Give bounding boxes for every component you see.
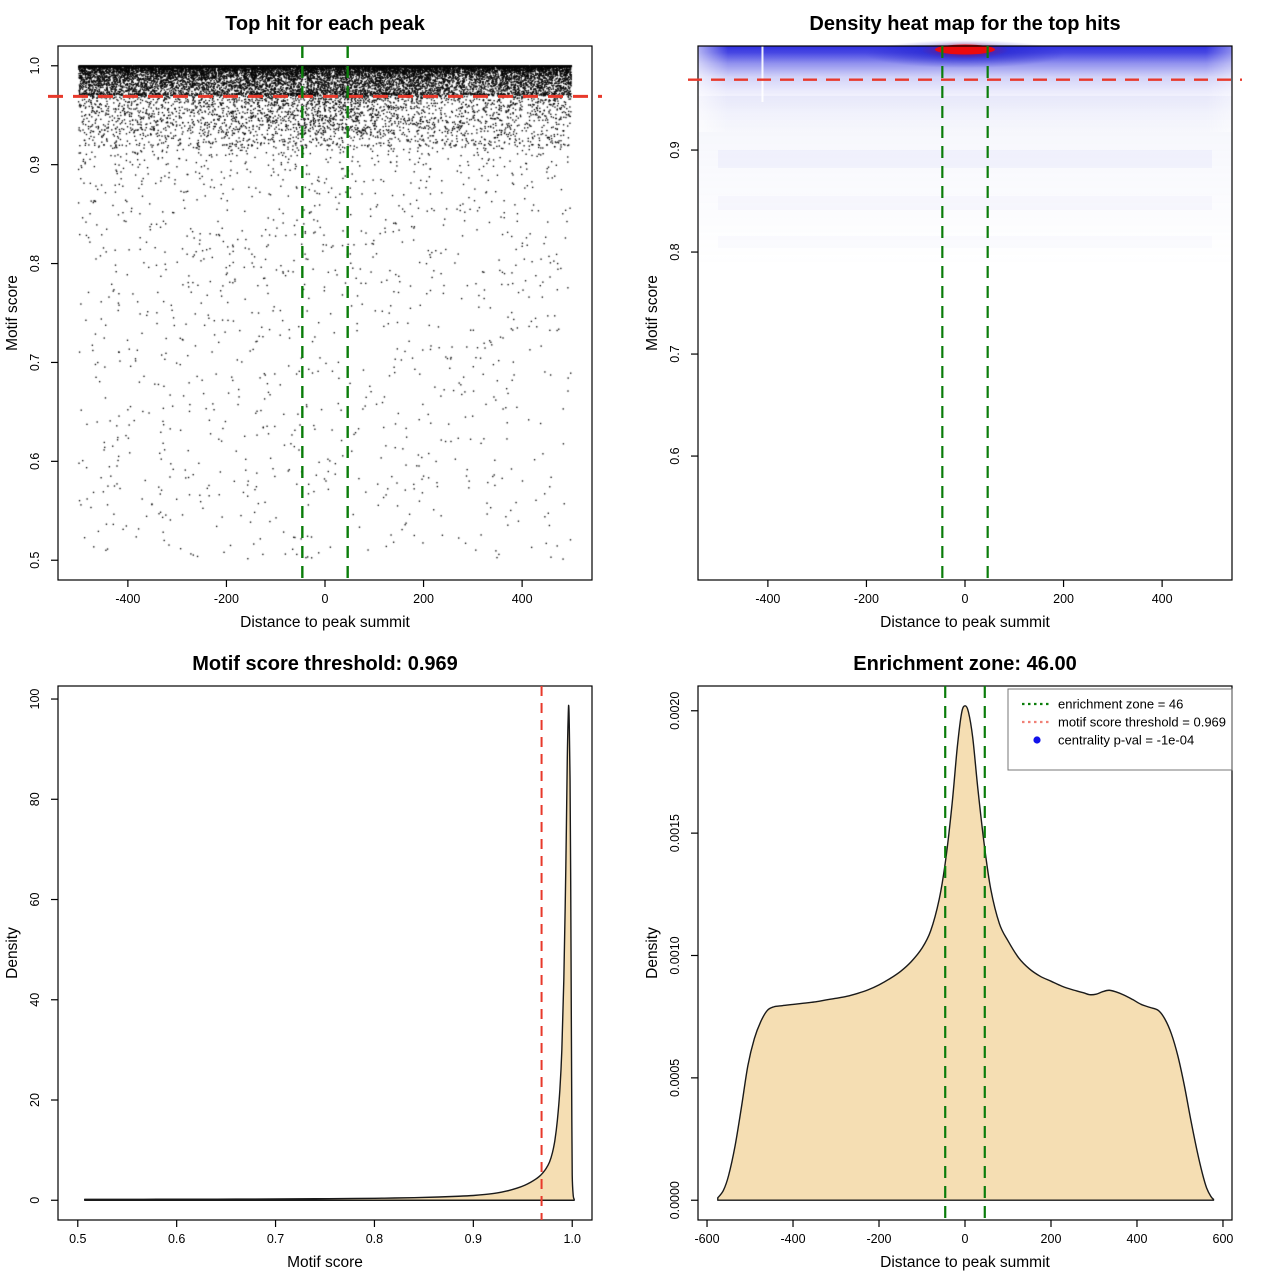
x-tick-label: 0.6	[168, 1232, 185, 1246]
y-tick-label: 0.0015	[668, 814, 682, 852]
y-tick-label: 1.0	[28, 57, 42, 74]
heat-hotspot-core	[935, 44, 995, 55]
y-tick-label: 0.0000	[668, 1181, 682, 1219]
density-curve	[84, 704, 575, 1201]
legend-item-label: centrality p-val = -1e-04	[1058, 733, 1194, 748]
y-tick-label: 0.9	[28, 156, 42, 173]
heat-streak	[718, 150, 1212, 168]
plot-box	[57, 685, 593, 1221]
x-tick-label: -400	[781, 1232, 806, 1246]
panel-motif-score-density: 0.5 0.6 0.7 0.8 0.9 1.0 0 20 40 60 80 100 Motif scor…	[4, 653, 593, 1271]
y-tick-label: 0.0020	[668, 692, 682, 730]
panel-top-hits-scatter: -400 -200 0 200 400 0.5 0.6 0.7 0.8 0.9 1.0 Top hit…	[4, 13, 602, 631]
x-tick-label: 1.0	[564, 1232, 581, 1246]
y-tick-label: 20	[28, 1093, 42, 1107]
x-tick-label: 200	[1053, 592, 1074, 606]
panel-title: Motif score threshold: 0.969	[192, 653, 458, 675]
plot-box	[57, 45, 593, 581]
x-tick-label: -600	[695, 1232, 720, 1246]
x-tick-label: 0.8	[366, 1232, 383, 1246]
heat-edge-fade	[698, 46, 728, 132]
y-axis-label: Density	[4, 927, 21, 979]
x-axis-label: Motif score	[287, 1254, 363, 1271]
y-tick-label: 0.6	[668, 447, 682, 464]
x-tick-label: -200	[866, 1232, 891, 1246]
x-axis-label: Distance to peak summit	[880, 614, 1050, 631]
legend-pval-dot-symbol	[1033, 736, 1041, 744]
x-tick-label: 0.5	[69, 1232, 86, 1246]
heat-streak	[718, 236, 1212, 248]
panel-title: Top hit for each peak	[225, 13, 426, 35]
x-tick-label: 200	[1041, 1232, 1062, 1246]
y-tick-label: 0.9	[668, 141, 682, 158]
density-curve	[717, 705, 1215, 1201]
y-tick-label: 0.7	[28, 354, 42, 371]
panel-title: Enrichment zone: 46.00	[853, 653, 1076, 675]
y-tick-label: 0.6	[28, 453, 42, 470]
y-tick-label: 0.0005	[668, 1059, 682, 1097]
y-axis-label: Motif score	[644, 275, 661, 351]
x-tick-label: 600	[1213, 1232, 1234, 1246]
x-tick-label: -400	[115, 592, 140, 606]
x-tick-label: 0.7	[267, 1232, 284, 1246]
y-tick-label: 0.5	[28, 551, 42, 568]
x-tick-label: 200	[413, 592, 434, 606]
heat-gap-line	[761, 46, 764, 102]
legend-item-label: enrichment zone = 46	[1058, 697, 1183, 712]
y-tick-label: 40	[28, 993, 42, 1007]
heat-wash	[698, 96, 1232, 266]
panel-summit-distance-density: -600 -400 -200 0 200 400 600 0.0000 0.0005 0.0010…	[644, 653, 1233, 1271]
y-tick-label: 80	[28, 792, 42, 806]
y-tick-label: 100	[28, 689, 42, 710]
x-tick-label: 400	[1152, 592, 1173, 606]
y-axis-label: Density	[644, 927, 661, 979]
legend-box	[1007, 688, 1233, 771]
x-tick-label: -200	[854, 592, 879, 606]
y-tick-label: 0.0010	[668, 936, 682, 974]
y-axis-label: Motif score	[4, 275, 21, 351]
y-tick-label: 0.7	[668, 345, 682, 362]
x-tick-label: 400	[512, 592, 533, 606]
x-tick-label: -400	[755, 592, 780, 606]
x-tick-label: 0	[962, 1232, 969, 1246]
x-tick-label: 0	[322, 592, 329, 606]
panel-title: Density heat map for the top hits	[809, 13, 1120, 35]
panel-density-heatmap: -400 -200 0 200 400 0.6 0.7 0.8 0.9 Density heat …	[644, 13, 1242, 631]
x-axis-label: Distance to peak summit	[240, 614, 410, 631]
y-tick-label: 60	[28, 893, 42, 907]
y-tick-label: 0.8	[668, 243, 682, 260]
legend-item-label: motif score threshold = 0.969	[1058, 715, 1226, 730]
x-tick-label: 0	[962, 592, 969, 606]
heat-streak	[718, 196, 1212, 210]
x-tick-label: 400	[1127, 1232, 1148, 1246]
x-tick-label: -200	[214, 592, 239, 606]
legend: enrichment zone = 46 motif score threshol…	[1007, 688, 1233, 771]
y-tick-label: 0	[28, 1197, 42, 1204]
x-axis-label: Distance to peak summit	[880, 1254, 1050, 1271]
y-tick-label: 0.8	[28, 255, 42, 272]
heat-edge-fade	[1206, 46, 1232, 132]
x-tick-label: 0.9	[465, 1232, 482, 1246]
